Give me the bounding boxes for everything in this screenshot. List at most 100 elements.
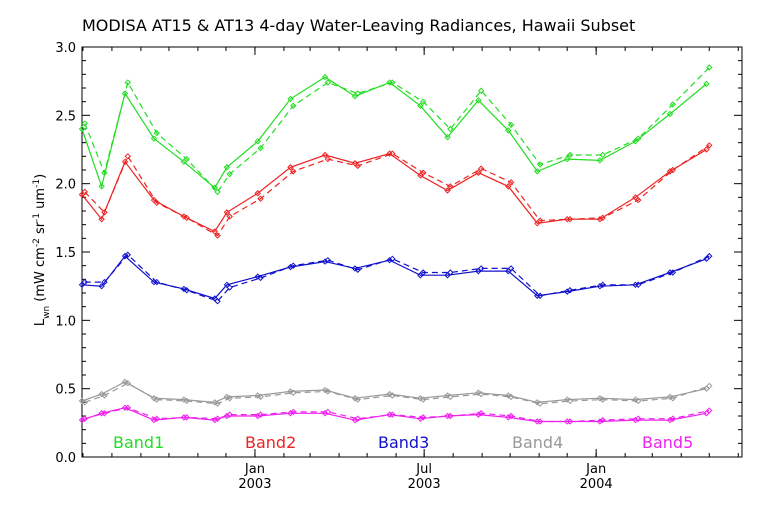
data-point xyxy=(214,297,221,305)
data-point xyxy=(254,190,261,197)
data-point xyxy=(351,416,359,424)
data-point xyxy=(534,292,541,299)
data-point xyxy=(257,393,264,401)
data-point xyxy=(324,79,332,86)
series-band2 xyxy=(78,142,713,239)
data-point xyxy=(669,415,677,422)
y-tick-label: 3.0 xyxy=(55,41,76,56)
data-point xyxy=(666,168,674,175)
data-point xyxy=(420,169,427,176)
data-point xyxy=(444,187,451,194)
data-point xyxy=(669,166,677,174)
data-point xyxy=(290,102,297,109)
data-point xyxy=(101,209,108,216)
data-point xyxy=(386,150,393,157)
data-point xyxy=(287,164,294,171)
data-point xyxy=(447,183,454,190)
data-point xyxy=(703,80,710,88)
data-point xyxy=(153,278,160,286)
y-tick-label: 1.5 xyxy=(55,246,76,261)
data-point xyxy=(150,416,158,424)
data-point xyxy=(417,415,424,422)
data-point xyxy=(596,282,604,290)
x-tick-month: Jan xyxy=(585,462,606,477)
data-point xyxy=(287,95,294,103)
data-point xyxy=(706,407,713,414)
data-point xyxy=(420,414,427,421)
data-point xyxy=(444,412,451,420)
data-point xyxy=(477,265,485,272)
legend-band3: Band3 xyxy=(378,433,429,452)
data-point xyxy=(98,410,105,417)
data-point xyxy=(447,393,454,401)
data-point xyxy=(635,135,642,142)
legend-band2: Band2 xyxy=(245,433,296,452)
data-point xyxy=(534,168,541,175)
data-point xyxy=(566,418,574,425)
data-point xyxy=(666,393,674,401)
data-point xyxy=(477,87,485,94)
data-point xyxy=(121,90,129,97)
data-point xyxy=(420,269,427,276)
series-line-at13 xyxy=(84,382,710,405)
data-point xyxy=(507,121,515,129)
data-point xyxy=(563,418,571,425)
data-point xyxy=(706,64,713,71)
data-point xyxy=(183,155,190,163)
data-point xyxy=(536,292,544,299)
x-tick-year: 2003 xyxy=(238,477,271,492)
series-line-at13 xyxy=(84,253,710,302)
data-point xyxy=(321,151,329,159)
data-point xyxy=(477,165,485,172)
data-point xyxy=(211,184,218,191)
data-point xyxy=(321,410,329,417)
data-point xyxy=(599,416,606,424)
data-point xyxy=(226,395,233,402)
data-point xyxy=(389,79,396,86)
data-point xyxy=(81,415,89,422)
series-line-at15 xyxy=(81,148,707,233)
data-point xyxy=(447,125,454,133)
series-line-at15 xyxy=(81,381,707,403)
data-point xyxy=(666,416,674,424)
legend-band5: Band5 xyxy=(642,433,693,452)
data-point xyxy=(257,411,264,418)
data-point xyxy=(635,281,642,289)
data-point xyxy=(223,412,231,420)
data-point xyxy=(505,183,512,190)
data-point xyxy=(287,263,294,271)
data-point xyxy=(599,151,606,159)
data-point xyxy=(321,258,329,265)
data-point xyxy=(321,386,329,394)
data-point xyxy=(566,287,574,294)
x-tick-month: Jan xyxy=(244,462,265,477)
data-point xyxy=(475,411,482,418)
data-point xyxy=(254,138,261,145)
data-point xyxy=(477,410,485,417)
data-point xyxy=(534,399,541,406)
data-point xyxy=(183,287,190,294)
data-point xyxy=(287,410,294,417)
data-point xyxy=(596,157,604,164)
data-point xyxy=(121,378,129,386)
series-band3 xyxy=(78,251,713,305)
y-tick-label: 1.0 xyxy=(55,314,76,329)
data-point xyxy=(386,256,393,264)
data-point xyxy=(599,396,606,403)
data-point xyxy=(254,412,261,420)
data-point xyxy=(599,281,606,289)
data-point xyxy=(324,408,332,416)
svg-text:Lwn (mW cm-2 sr-1 um-1): Lwn (mW cm-2 sr-1 um-1) xyxy=(32,174,52,326)
data-point xyxy=(475,389,482,396)
data-point xyxy=(706,142,713,149)
data-point xyxy=(124,79,132,86)
data-point xyxy=(669,395,677,402)
data-point xyxy=(121,252,129,260)
data-point xyxy=(101,278,108,286)
series-line-at13 xyxy=(84,407,710,423)
data-point xyxy=(706,252,713,260)
data-point xyxy=(666,110,674,118)
data-point xyxy=(153,129,160,137)
data-point xyxy=(706,382,713,390)
